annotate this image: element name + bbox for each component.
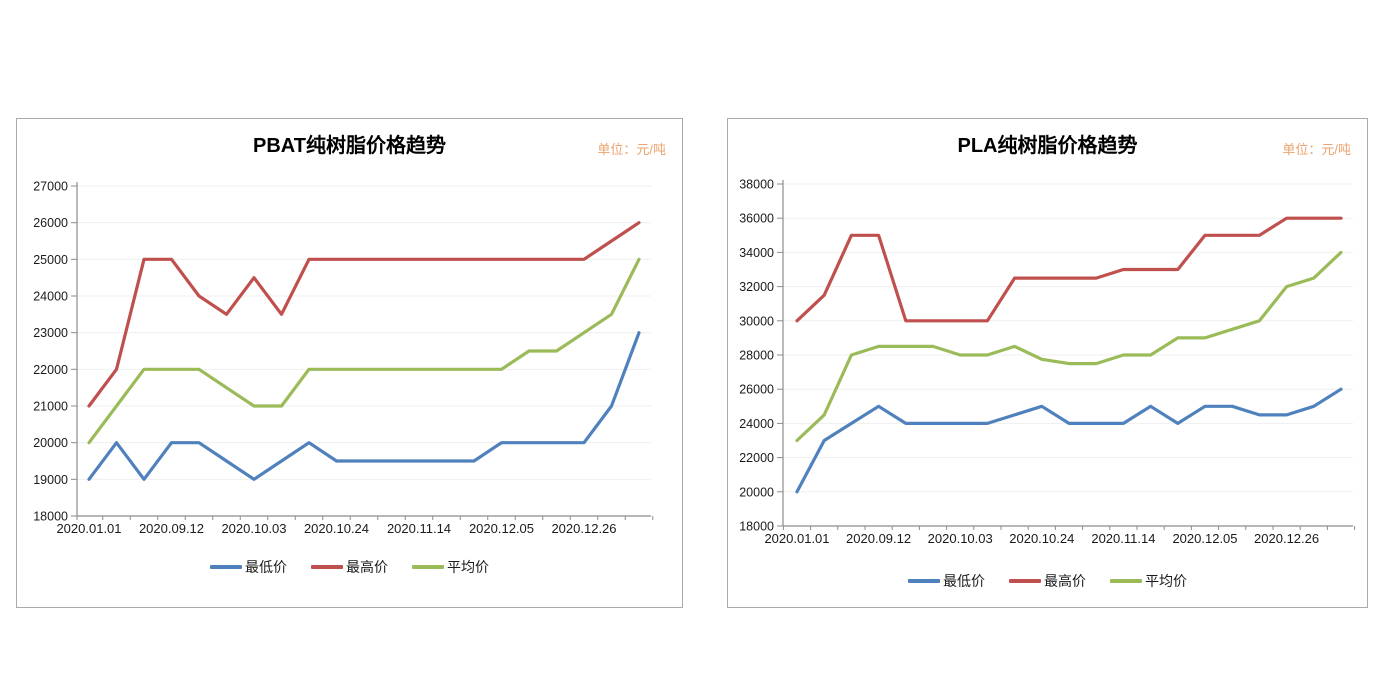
legend-swatch-min-price (210, 565, 242, 569)
y-tick-label: 24000 (33, 290, 68, 304)
y-tick-label: 26000 (739, 383, 774, 397)
y-tick-label: 23000 (33, 326, 68, 340)
x-tick-label: 2020.09.12 (846, 531, 911, 546)
y-tick-label: 22000 (739, 451, 774, 465)
x-tick-label: 2020.12.26 (551, 521, 616, 536)
chart-panel-pla: PLA纯树脂价格趋势 单位：元/吨 18000 20000 22000 24000 26… (727, 118, 1368, 608)
legend-swatch-avg-price (1110, 579, 1142, 583)
y-tick-label: 20000 (739, 485, 774, 499)
series-line-max-price (795, 216, 1343, 323)
x-tick-label: 2020.12.05 (469, 521, 534, 536)
legend-item-min-price: 最低价 (210, 557, 287, 577)
y-tick-label: 27000 (33, 180, 68, 194)
y-tick-label: 30000 (739, 314, 774, 328)
series-line-min-price (795, 387, 1343, 494)
legend: 最低价 最高价 平均价 (17, 557, 682, 577)
legend-label: 最低价 (943, 573, 985, 589)
legend-label: 最高价 (346, 559, 388, 575)
y-tick-label: 36000 (739, 212, 774, 226)
line-plot: 18000 20000 22000 24000 26000 28000 30000 32000… (739, 178, 1356, 546)
y-tick-label: 20000 (33, 436, 68, 450)
y-tick-label: 25000 (33, 253, 68, 267)
x-tick-label: 2020.10.24 (304, 521, 369, 536)
legend-label: 平均价 (1145, 573, 1187, 589)
x-tick-label: 2020.12.05 (1172, 531, 1237, 546)
x-tick-label: 2020.10.24 (1009, 531, 1074, 546)
y-tick-label: 22000 (33, 363, 68, 377)
x-tick-label: 2020.01.01 (764, 531, 829, 546)
x-tick-label: 2020.01.01 (56, 521, 121, 536)
legend-label: 最高价 (1044, 573, 1086, 589)
unit-label: 单位：元/吨 (597, 142, 666, 157)
legend-swatch-max-price (311, 565, 343, 569)
unit-label: 单位：元/吨 (1282, 142, 1351, 157)
y-tick-label: 19000 (33, 473, 68, 487)
series-line-avg-price (87, 257, 641, 445)
chart-title: PBAT纯树脂价格趋势 (253, 135, 446, 157)
legend-label: 平均价 (447, 559, 489, 575)
x-tick-label: 2020.11.14 (387, 521, 451, 536)
legend-swatch-max-price (1009, 579, 1041, 583)
legend-item-max-price: 最高价 (1009, 571, 1086, 591)
legend-item-max-price: 最高价 (311, 557, 388, 577)
y-tick-label: 21000 (33, 400, 68, 414)
y-tick-label: 28000 (739, 349, 774, 363)
y-tick-label: 24000 (739, 417, 774, 431)
x-tick-label: 2020.12.26 (1254, 531, 1319, 546)
y-tick-label: 32000 (739, 280, 774, 294)
chart-title: PLA纯树脂价格趋势 (957, 135, 1138, 157)
y-tick-label: 26000 (33, 216, 68, 230)
line-plot: 18000 19000 20000 21000 22000 23000 24000 25000… (33, 180, 654, 536)
legend-item-avg-price: 平均价 (412, 557, 489, 577)
legend-swatch-min-price (908, 579, 940, 583)
legend-item-min-price: 最低价 (908, 571, 985, 591)
y-tick-label: 18000 (33, 510, 68, 524)
x-tick-label: 2020.11.14 (1091, 531, 1155, 546)
y-tick-label: 38000 (739, 178, 774, 192)
y-tick-label: 18000 (739, 520, 774, 534)
y-tick-label: 34000 (739, 246, 774, 260)
x-tick-label: 2020.09.12 (139, 521, 204, 536)
legend: 最低价 最高价 平均价 (728, 571, 1367, 591)
x-tick-label: 2020.10.03 (928, 531, 993, 546)
chart-panel-pbat: PBAT纯树脂价格趋势 单位：元/吨 18000 19000 20000 21000 2… (16, 118, 683, 608)
x-tick-label: 2020.10.03 (221, 521, 286, 536)
series-line-min-price (87, 331, 641, 481)
series-line-max-price (87, 221, 641, 408)
legend-item-avg-price: 平均价 (1110, 571, 1187, 591)
legend-swatch-avg-price (412, 565, 444, 569)
series-line-avg-price (795, 250, 1343, 443)
legend-label: 最低价 (245, 559, 287, 575)
